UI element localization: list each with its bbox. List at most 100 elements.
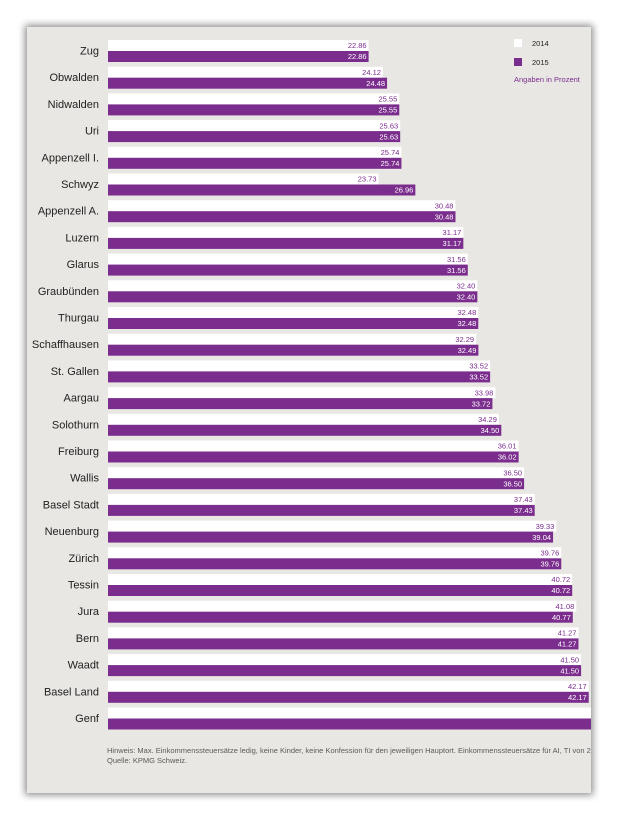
value-label-2015: 40.72 xyxy=(551,586,570,595)
bar-2014 xyxy=(108,333,477,345)
category-label: Freiburg xyxy=(58,446,99,458)
value-label-2015: 31.56 xyxy=(447,266,466,275)
value-label-2015: 42.17 xyxy=(568,693,587,702)
bar-2015 xyxy=(108,638,579,650)
value-label-2015: 39.04 xyxy=(532,533,551,542)
category-label: Zürich xyxy=(68,553,99,565)
bar-2015 xyxy=(108,318,479,329)
category-label: Aargau xyxy=(64,393,99,405)
bar-2014 xyxy=(108,280,478,292)
bar-2014 xyxy=(108,627,579,639)
category-label: Luzern xyxy=(65,232,99,244)
bar-2014 xyxy=(108,680,589,692)
bar-2014 xyxy=(108,600,577,612)
bar-2014 xyxy=(108,200,456,212)
bar-2014 xyxy=(108,146,402,158)
category-label: Glarus xyxy=(67,259,100,271)
category-label: Appenzell A. xyxy=(38,206,99,218)
bar-2015 xyxy=(108,478,525,490)
bar-2015 xyxy=(108,665,582,677)
bar-2014 xyxy=(108,40,369,51)
category-label: Tessin xyxy=(68,580,99,592)
bar-2014 xyxy=(108,307,479,318)
value-label-2015: 25.63 xyxy=(379,132,398,141)
bar-2015 xyxy=(108,104,400,116)
bar-2014 xyxy=(108,253,468,265)
bar-2014 xyxy=(108,66,383,78)
value-label-2014: 33.98 xyxy=(475,388,494,397)
category-label: Zug xyxy=(80,46,99,58)
bar-2014 xyxy=(108,707,591,719)
category-label: Bern xyxy=(76,633,99,645)
bar-2014 xyxy=(108,360,491,372)
bar-2015 xyxy=(108,77,388,89)
bar-2015 xyxy=(108,398,493,410)
chart-card: Zug 22.86 22.86 Obwalden 24.12 24.48 Nidwalden… xyxy=(27,27,591,793)
category-label: Graubünden xyxy=(38,286,99,298)
bar-2014 xyxy=(108,574,573,585)
category-label: Basel Stadt xyxy=(43,499,99,511)
value-label-2015: 39.76 xyxy=(540,560,559,569)
bar-2014 xyxy=(108,654,582,666)
value-label-2015: 22.86 xyxy=(348,52,367,61)
value-label-2015: 31.17 xyxy=(443,239,462,248)
value-label-2014: 37.43 xyxy=(514,495,533,504)
category-label: Obwalden xyxy=(49,72,99,84)
bar-2015 xyxy=(108,611,573,623)
category-label: Schwyz xyxy=(61,179,99,191)
category-label: Solothurn xyxy=(52,419,99,431)
value-label-2014: 32.40 xyxy=(457,282,476,291)
bar-2014 xyxy=(108,387,496,399)
bar-2014 xyxy=(108,226,464,238)
value-label-2015: 41.50 xyxy=(560,666,579,675)
value-label-2014: 32.48 xyxy=(457,308,476,317)
category-label: Appenzell I. xyxy=(42,152,99,164)
bar-2015 xyxy=(108,504,535,516)
bar-2015 xyxy=(108,131,401,143)
value-label-2014: 39.76 xyxy=(540,549,559,558)
bar-2015 xyxy=(108,531,554,543)
bar-2015 xyxy=(108,237,464,249)
value-label-2014: 31.17 xyxy=(443,228,462,237)
category-label: Wallis xyxy=(70,473,99,485)
category-label: Schaffhausen xyxy=(32,339,99,351)
value-label-2015: 36.02 xyxy=(498,453,517,462)
bar-2015 xyxy=(108,157,402,169)
value-label-2014: 34.29 xyxy=(478,415,497,424)
value-label-2015: 33.52 xyxy=(469,373,488,382)
bar-2015 xyxy=(108,691,589,703)
bar-2014 xyxy=(108,173,379,185)
value-label-2014: 25.74 xyxy=(381,148,400,157)
bar-2014 xyxy=(108,520,557,532)
bar-2015 xyxy=(108,718,591,730)
value-label-2014: 31.56 xyxy=(447,255,466,264)
value-label-2014: 42.17 xyxy=(568,682,587,691)
bar-2015 xyxy=(108,291,478,303)
bar-2015 xyxy=(108,585,573,596)
value-label-2014: 40.72 xyxy=(551,575,570,584)
value-label-2014: 36.01 xyxy=(498,442,517,451)
bar-2015 xyxy=(108,371,491,383)
category-label: Waadt xyxy=(68,660,99,672)
value-label-2014: 30.48 xyxy=(435,201,454,210)
category-label: Neuenburg xyxy=(45,526,99,538)
category-label: Thurgau xyxy=(58,313,99,325)
bar-2014 xyxy=(108,493,535,505)
category-label: Uri xyxy=(85,126,99,138)
value-label-2015: 36.50 xyxy=(503,479,522,488)
bar-2014 xyxy=(108,467,525,479)
category-label: St. Gallen xyxy=(51,366,99,378)
footnote-text: Hinweis: Max. Einkommenssteuersätze ledi… xyxy=(107,746,591,755)
value-label-2015: 32.48 xyxy=(457,319,476,328)
value-label-2015: 41.27 xyxy=(558,640,577,649)
value-label-2014: 25.55 xyxy=(378,95,397,104)
value-label-2015: 25.55 xyxy=(378,106,397,115)
unit-annotation: Angaben in Prozent xyxy=(514,75,581,84)
value-label-2015: 32.40 xyxy=(457,293,476,302)
value-label-2014: 41.27 xyxy=(558,629,577,638)
bar-2014 xyxy=(108,120,401,132)
category-label: Jura xyxy=(78,606,100,618)
legend-swatch-2014 xyxy=(514,39,522,47)
value-label-2015: 32.49 xyxy=(458,346,477,355)
bar-2014 xyxy=(108,547,562,559)
